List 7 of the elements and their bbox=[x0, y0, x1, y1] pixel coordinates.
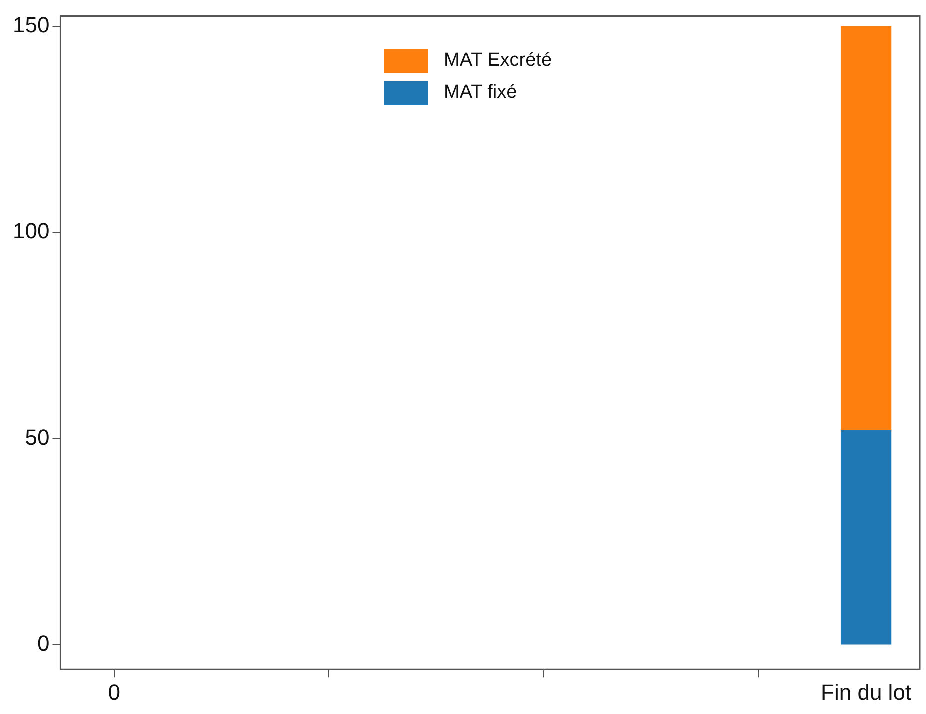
legend-label: MAT fixé bbox=[444, 82, 518, 104]
y-tick-label: 100 bbox=[12, 218, 50, 244]
y-tick-label: 0 bbox=[37, 630, 50, 656]
y-tick-label: 50 bbox=[25, 424, 50, 450]
x-tick-label: Fin du lot bbox=[821, 680, 912, 705]
legend-label: MAT Excrété bbox=[444, 50, 552, 72]
y-tick-label: 150 bbox=[12, 12, 50, 38]
